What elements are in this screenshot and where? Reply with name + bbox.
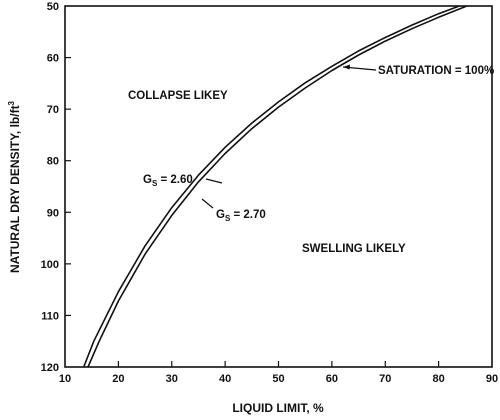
gs-260-label: GS = 2.60: [143, 174, 193, 188]
saturation-label: SATURATION = 100%: [378, 65, 494, 77]
y-axis-title-superscript: 3: [7, 100, 16, 105]
swelling-likely-label: SWELLING LIKELY: [302, 243, 406, 255]
y-axis-title: NATURAL DRY DENSITY, lb/ft3: [7, 100, 22, 273]
gs-270-leader: [201, 198, 214, 209]
gs-270-subscript: S: [225, 214, 231, 223]
gs-270-curve: [87, 6, 470, 367]
gs-260-value: = 2.60: [157, 174, 193, 186]
x-tick-label: 20: [112, 373, 124, 385]
x-axis-title: LIQUID LIMIT, %: [232, 401, 324, 415]
y-tick-label: 60: [47, 53, 59, 65]
y-tick-label: 100: [41, 259, 59, 271]
y-tick-label: 120: [41, 362, 59, 374]
x-tick-label: 80: [433, 373, 445, 385]
x-tick-label: 40: [219, 373, 231, 385]
gs-270-value: = 2.70: [230, 209, 266, 221]
gs-260-leader: [205, 178, 223, 184]
x-tick-label: 30: [166, 373, 178, 385]
y-tick-label: 80: [47, 156, 59, 168]
gs-270-label: GS = 2.70: [216, 209, 266, 223]
x-tick-label: 10: [59, 373, 71, 385]
x-tick-label: 70: [379, 373, 391, 385]
plot-frame: [64, 5, 493, 368]
series-layer: [82, 6, 470, 367]
y-ticks: 50 60 70 80 90 100 110 120: [41, 1, 71, 374]
x-tick-label: 50: [272, 373, 284, 385]
x-tick-label: 90: [486, 373, 498, 385]
saturation-arrowhead: [343, 64, 350, 70]
x-ticks: 10 20 30 40 50 60 70 80 90: [59, 361, 498, 385]
y-tick-label: 70: [47, 104, 59, 116]
gs-260-prefix: G: [143, 174, 152, 186]
y-tick-label: 50: [47, 1, 59, 13]
x-tick-label: 60: [326, 373, 338, 385]
gs-270-prefix: G: [216, 209, 225, 221]
gs-260-subscript: S: [152, 179, 158, 188]
collapse-likely-label: COLLAPSE LIKEY: [128, 90, 228, 102]
gs-260-curve: [82, 6, 462, 367]
y-tick-label: 110: [41, 310, 59, 322]
y-axis-title-main: NATURAL DRY DENSITY, lb/ft: [8, 105, 22, 273]
y-tick-label: 90: [47, 207, 59, 219]
